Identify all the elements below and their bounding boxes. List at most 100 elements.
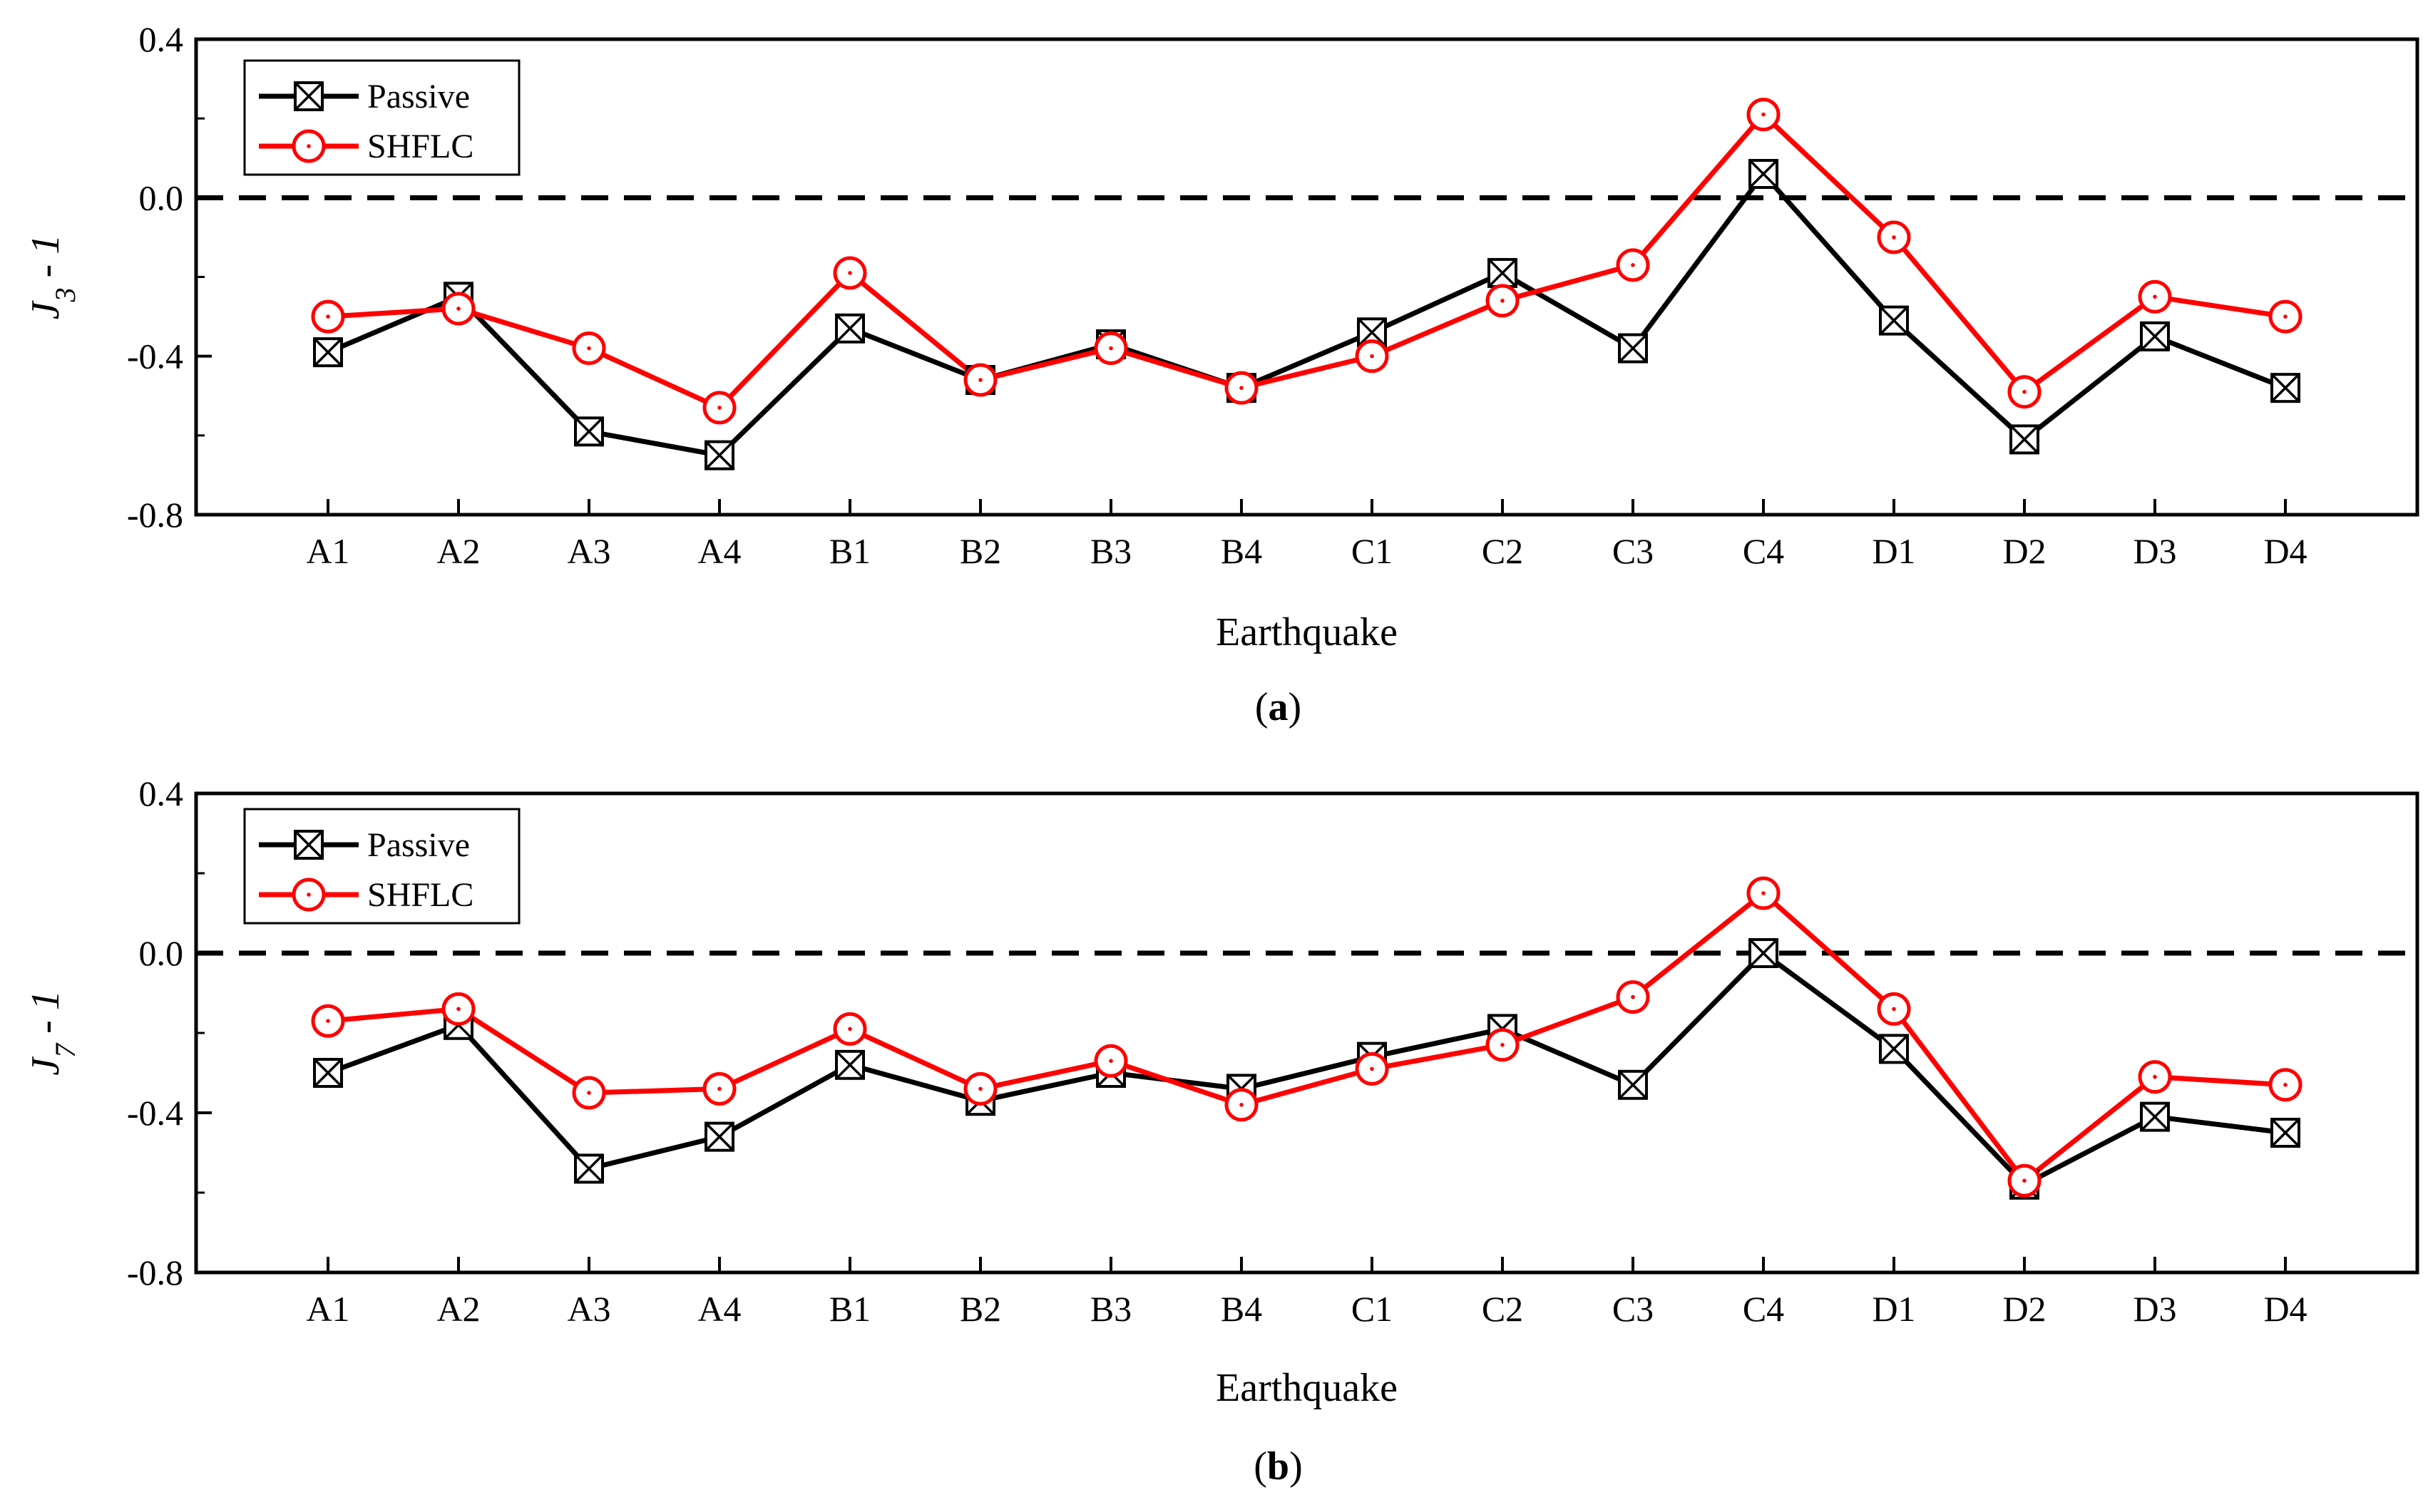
data-point-passive-C4 [1748,158,1778,189]
data-point-shflc-D4 [2268,299,2302,334]
data-point-passive-A4 [705,440,734,470]
marker-dot [1370,1066,1374,1071]
marker-cross [1487,258,1517,288]
marker-dot [848,271,852,275]
x-tick-label: D4 [2263,1289,2307,1329]
data-point-shflc-D1 [1877,220,1911,254]
marker-cross [574,417,604,446]
data-point-shflc-D2 [2007,1163,2042,1198]
x-tick-label: A3 [567,531,610,571]
x-tick-label: C1 [1351,531,1393,571]
x-tick-label: B1 [829,1289,871,1329]
marker-cross [2009,425,2039,454]
marker-dot [2283,1083,2288,1087]
data-point-shflc-C1 [1355,1051,1389,1086]
marker-cross [2270,373,2300,403]
data-point-shflc-B2 [963,363,998,397]
x-tick-label: C1 [1351,1289,1393,1329]
x-tick-label: B1 [829,531,871,571]
marker-dot [717,406,722,410]
marker-dot [1500,1043,1505,1047]
x-tick-label: A1 [306,1289,349,1329]
data-point-passive-C3 [1618,333,1648,364]
x-axis-title: Earthquake [1216,1366,1398,1410]
data-point-passive-A3 [574,416,604,447]
y-tick-label: 0.4 [139,773,184,813]
x-tick-label: B3 [1090,1289,1132,1329]
marker-dot [1761,891,1766,895]
legend-box [243,808,521,925]
series-line-shflc [327,112,2286,411]
legend-marker-shflc [292,129,326,163]
series-line-shflc [327,890,2286,1183]
data-point-passive-D4 [2270,373,2300,403]
x-tick-label: B4 [1221,1289,1262,1329]
data-point-passive-D4 [2270,1118,2300,1148]
data-point-passive-C4 [1748,938,1778,968]
data-point-passive-C3 [1618,1069,1648,1100]
marker-cross [294,830,324,860]
marker-dot [1631,994,1635,999]
marker-cross [835,1050,865,1080]
data-point-shflc-C1 [1355,339,1389,374]
data-point-shflc-D3 [2138,279,2172,314]
data-point-passive-D3 [2140,1101,2170,1132]
x-tick-label: C3 [1612,1289,1654,1329]
y-axis-title-main: J [24,299,68,319]
marker-dot [717,1086,722,1091]
marker-dot [1631,263,1635,267]
marker-dot [307,893,311,897]
y-axis-title: J7 - 1 [24,990,81,1076]
data-point-shflc-A4 [702,391,737,425]
data-point-passive-C2 [1487,257,1517,288]
marker-cross [574,1154,604,1183]
marker-cross [2270,1118,2300,1148]
data-point-passive-D1 [1879,305,1909,336]
data-point-shflc-B2 [963,1071,998,1106]
marker-dot [1239,386,1244,390]
legend-marker-passive [294,81,324,111]
chart-panel-a: -0.8 -0.4 0.0 0.4 A1 A2 A3 A4 B1 B2 B3 B4 C1 C2 C3 C4 D1… [24,19,2419,729]
panel-label-open: ( [1255,685,1269,729]
y-tick-label: -0.4 [127,1093,183,1133]
marker-dot [1239,1103,1244,1107]
data-point-passive-B1 [835,1049,865,1080]
panel-label: (b) [1254,1444,1302,1488]
marker-cross [1618,334,1648,363]
legend-box [243,59,521,176]
x-tick-label: A1 [306,531,349,571]
marker-dot [1892,1007,1896,1012]
data-point-shflc-B1 [833,1012,867,1046]
x-tick-label: B2 [960,531,1001,571]
legend-label-passive: Passive [367,78,470,115]
data-point-shflc-C2 [1485,1028,1520,1062]
marker-dot [1500,299,1505,303]
y-axis-title-suffix: - 1 [24,990,68,1044]
marker-cross [1748,938,1778,968]
marker-cross [1618,1070,1648,1100]
marker-cross [705,1122,734,1151]
x-tick-label: A4 [697,1289,741,1329]
marker-dot [1761,112,1766,117]
marker-cross [705,441,734,470]
data-point-shflc-A1 [311,1004,345,1038]
y-axis-title-suffix: - 1 [24,235,68,288]
data-point-shflc-D3 [2138,1060,2172,1094]
data-point-shflc-A1 [311,299,345,334]
y-tick-label: -0.4 [127,336,183,376]
panel-label: (a) [1255,685,1301,729]
panel-label-letter: b [1267,1444,1289,1488]
data-point-shflc-A4 [702,1071,737,1106]
marker-dot [1109,1059,1113,1063]
marker-cross [835,314,865,343]
series-line-passive [327,950,2286,1188]
data-point-passive-A4 [705,1121,734,1152]
marker-cross [1879,306,1909,335]
marker-dot [2153,1074,2157,1079]
x-tick-label: D1 [1872,1289,1915,1329]
marker-dot [456,307,461,311]
data-point-shflc-C3 [1616,980,1650,1014]
data-point-passive-A1 [313,337,343,368]
data-point-shflc-A2 [441,992,476,1026]
legend-label-shflc: SHFLC [367,128,473,165]
